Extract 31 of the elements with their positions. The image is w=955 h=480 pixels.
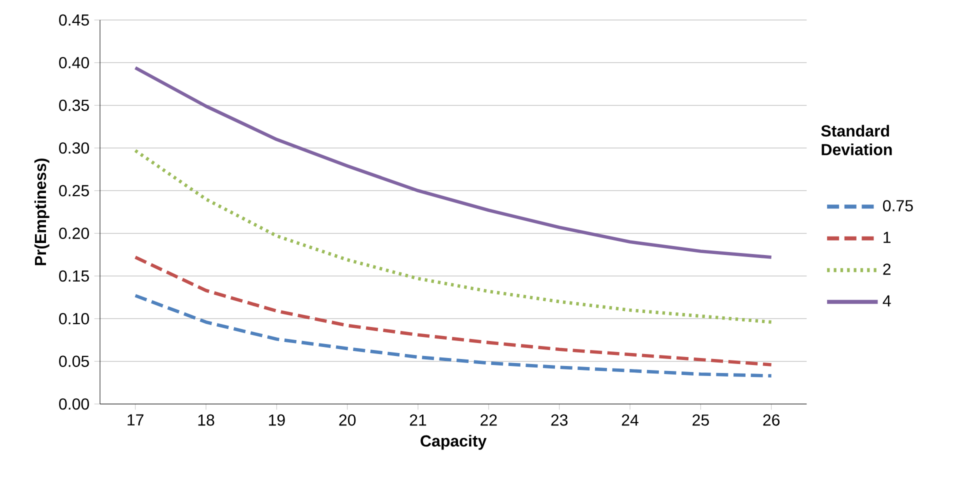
- x-tick-label: 24: [622, 414, 638, 426]
- line-series: [134, 256, 774, 366]
- y-tick-label: 0.30: [59, 142, 89, 154]
- x-axis-title: Capacity: [420, 434, 487, 450]
- legend-label: 0.75: [883, 200, 913, 212]
- line-series: [134, 148, 774, 324]
- y-tick-label: 0.20: [59, 228, 89, 239]
- x-tick-label: 20: [339, 414, 356, 426]
- x-tick-label: 18: [198, 414, 214, 426]
- line-series: [134, 294, 774, 378]
- legend-label: 1: [884, 232, 891, 243]
- x-tick-label: 23: [551, 414, 568, 426]
- y-tick-label: 0.15: [59, 270, 89, 282]
- y-tick-label: 0.40: [59, 57, 89, 68]
- y-tick-label: 0.05: [59, 356, 89, 367]
- x-tick-label: 17: [128, 414, 144, 426]
- legend-title: Standard Deviation: [821, 124, 892, 156]
- x-tick-label: 19: [268, 414, 285, 426]
- x-tick-label: 26: [763, 414, 780, 426]
- legend-label: 2: [883, 264, 890, 275]
- legend-label: 4: [882, 295, 891, 306]
- x-tick-label: 21: [410, 414, 426, 426]
- x-tick-label: 22: [480, 414, 497, 426]
- y-tick-label: 0.35: [59, 100, 89, 111]
- y-tick-label: 0.10: [59, 313, 89, 324]
- y-tick-label: 0.45: [59, 14, 89, 26]
- y-tick-label: 0.25: [59, 185, 89, 196]
- line-series: [134, 66, 774, 259]
- y-tick-label: 0.00: [59, 398, 89, 410]
- y-axis-title: Pr(Emptiness): [34, 158, 50, 266]
- x-tick-label: 25: [692, 414, 709, 426]
